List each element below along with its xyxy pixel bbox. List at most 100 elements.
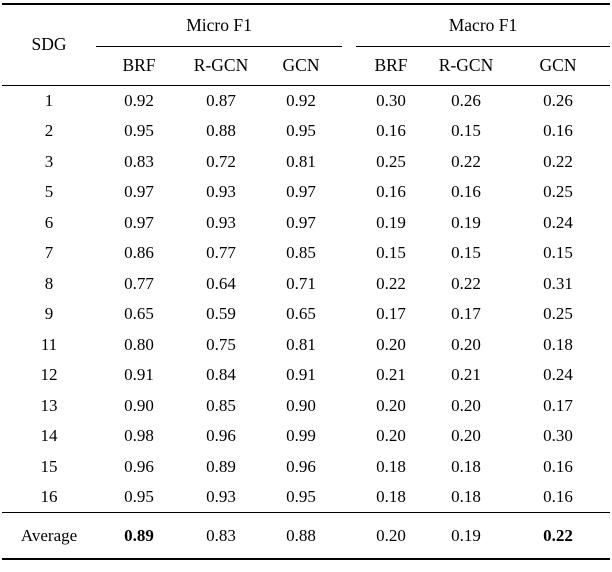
table-row: 13 0.90 0.85 0.90 0.20 0.20 0.17 (2, 390, 610, 421)
table-row: 16 0.95 0.93 0.95 0.18 0.18 0.16 (2, 482, 610, 513)
value-cell: 0.85 (206, 395, 236, 415)
results-table-container: SDG Micro F1 Macro F1 BRF R-GCN GCN BRF … (2, 3, 610, 560)
value-cell: 0.95 (124, 121, 154, 141)
value-cell: 0.16 (451, 182, 481, 202)
value-cell: 0.99 (286, 426, 316, 446)
value-cell: 0.98 (124, 426, 154, 446)
value-cell: 0.90 (286, 395, 316, 415)
value-cell: 0.19 (376, 212, 406, 232)
group-header-micro-f1: Micro F1 (96, 4, 342, 47)
average-value-cell: 0.19 (451, 525, 481, 545)
value-cell: 0.87 (206, 91, 236, 110)
value-cell: 0.18 (376, 456, 406, 476)
column-spacer (342, 421, 356, 452)
value-cell: 0.15 (451, 243, 481, 263)
column-spacer (342, 360, 356, 391)
column-header-macro-gcn: GCN (539, 54, 577, 75)
average-value-cell: 0.22 (543, 525, 573, 545)
value-cell: 0.81 (286, 151, 316, 171)
value-cell: 0.95 (286, 487, 316, 506)
value-cell: 0.20 (451, 334, 481, 354)
column-spacer (342, 451, 356, 482)
value-cell: 0.93 (206, 487, 236, 506)
sdg-cell: 7 (44, 243, 54, 263)
value-cell: 0.16 (543, 456, 573, 476)
value-cell: 0.85 (286, 243, 316, 263)
value-cell: 0.24 (543, 365, 573, 385)
table-row: 12 0.91 0.84 0.91 0.21 0.21 0.24 (2, 360, 610, 391)
table-row: 1 0.92 0.87 0.92 0.30 0.26 0.26 (2, 85, 610, 116)
value-cell: 0.20 (376, 334, 406, 354)
table-row: 3 0.83 0.72 0.81 0.25 0.22 0.22 (2, 146, 610, 177)
table-row: 8 0.77 0.64 0.71 0.22 0.22 0.31 (2, 268, 610, 299)
value-cell: 0.95 (124, 487, 154, 506)
value-cell: 0.16 (543, 487, 573, 506)
table-row: 14 0.98 0.96 0.99 0.20 0.20 0.30 (2, 421, 610, 452)
table-row: 9 0.65 0.59 0.65 0.17 0.17 0.25 (2, 299, 610, 330)
value-cell: 0.65 (124, 304, 154, 324)
column-spacer (342, 85, 356, 116)
sdg-cell: 11 (40, 334, 58, 354)
value-cell: 0.15 (451, 121, 481, 141)
column-spacer (342, 116, 356, 147)
value-cell: 0.18 (376, 487, 406, 506)
value-cell: 0.97 (124, 182, 154, 202)
average-value-cell: 0.20 (376, 525, 406, 545)
value-cell: 0.97 (124, 212, 154, 232)
sdg-cell: 9 (44, 304, 54, 324)
sdg-cell: 8 (44, 273, 54, 293)
value-cell: 0.18 (451, 456, 481, 476)
value-cell: 0.24 (543, 212, 573, 232)
table-header: SDG Micro F1 Macro F1 BRF R-GCN GCN BRF … (2, 4, 610, 85)
value-cell: 0.72 (206, 151, 236, 171)
value-cell: 0.26 (451, 91, 481, 110)
value-cell: 0.65 (286, 304, 316, 324)
average-value-cell: 0.83 (206, 525, 236, 545)
value-cell: 0.93 (206, 182, 236, 202)
table-body: 1 0.92 0.87 0.92 0.30 0.26 0.26 2 0.95 0.88 0.95 0.… (2, 85, 610, 512)
value-cell: 0.96 (124, 456, 154, 476)
column-header-micro-brf: BRF (122, 54, 156, 75)
table-footer: Average 0.89 0.83 0.88 0.20 0.19 0.22 (2, 512, 610, 559)
column-header-micro-gcn: GCN (282, 54, 320, 75)
value-cell: 0.20 (376, 426, 406, 446)
column-spacer (342, 512, 356, 559)
value-cell: 0.95 (286, 121, 316, 141)
value-cell: 0.71 (286, 273, 316, 293)
value-cell: 0.18 (543, 334, 573, 354)
value-cell: 0.18 (451, 487, 481, 506)
sdg-cell: 13 (40, 395, 58, 415)
column-spacer (342, 4, 356, 85)
group-header-row: SDG Micro F1 Macro F1 (2, 4, 610, 53)
value-cell: 0.25 (543, 182, 573, 202)
value-cell: 0.22 (451, 151, 481, 171)
value-cell: 0.81 (286, 334, 316, 354)
value-cell: 0.64 (206, 273, 236, 293)
value-cell: 0.16 (376, 121, 406, 141)
value-cell: 0.77 (206, 243, 236, 263)
sdg-cell: 2 (44, 121, 54, 141)
column-header-macro-brf: BRF (374, 54, 408, 75)
value-cell: 0.15 (376, 243, 406, 263)
value-cell: 0.21 (376, 365, 406, 385)
column-header-micro-rgcn: R-GCN (193, 54, 249, 75)
value-cell: 0.96 (286, 456, 316, 476)
value-cell: 0.97 (286, 182, 316, 202)
value-cell: 0.89 (206, 456, 236, 476)
table-row: 2 0.95 0.88 0.95 0.16 0.15 0.16 (2, 116, 610, 147)
column-spacer (342, 207, 356, 238)
results-table: SDG Micro F1 Macro F1 BRF R-GCN GCN BRF … (2, 3, 610, 560)
average-value-cell: 0.89 (124, 525, 154, 545)
sdg-cell: 6 (44, 212, 54, 232)
value-cell: 0.22 (451, 273, 481, 293)
column-spacer (342, 268, 356, 299)
average-row: Average 0.89 0.83 0.88 0.20 0.19 0.22 (2, 512, 610, 559)
value-cell: 0.31 (543, 273, 573, 293)
value-cell: 0.77 (124, 273, 154, 293)
value-cell: 0.16 (543, 121, 573, 141)
value-cell: 0.84 (206, 365, 236, 385)
value-cell: 0.22 (376, 273, 406, 293)
value-cell: 0.96 (206, 426, 236, 446)
group-header-macro-f1: Macro F1 (356, 4, 610, 47)
value-cell: 0.83 (124, 151, 154, 171)
